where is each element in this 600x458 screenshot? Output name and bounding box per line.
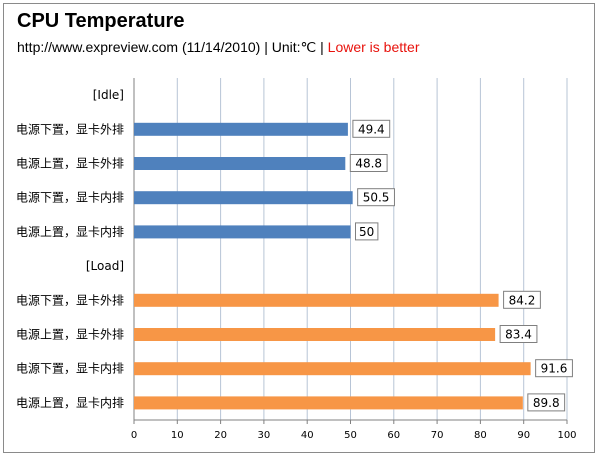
x-tick-label: 100	[557, 430, 576, 441]
x-tick-label: 30	[258, 430, 271, 441]
data-label: 50	[359, 225, 374, 239]
x-tick-label: 90	[517, 430, 530, 441]
group-label: [Idle]	[93, 88, 124, 102]
category-label: 电源上置，显卡外排	[16, 328, 124, 342]
bar	[134, 225, 351, 239]
data-label: 49.4	[358, 122, 385, 136]
data-label: 89.8	[533, 396, 560, 410]
data-label: 83.4	[505, 328, 532, 342]
category-label: 电源上置，显卡外排	[16, 157, 124, 171]
data-label-box	[355, 222, 379, 241]
x-tick-label: 50	[344, 430, 357, 441]
data-label: 84.2	[509, 293, 536, 307]
category-label: 电源下置，显卡内排	[16, 362, 124, 376]
data-label-box	[357, 188, 395, 207]
data-label-box	[349, 154, 388, 172]
bar	[134, 157, 346, 170]
data-label: 50.5	[363, 191, 390, 205]
category-label: 电源上置，显卡内排	[16, 225, 124, 239]
x-tick-label: 80	[474, 430, 487, 441]
data-label-box	[499, 325, 538, 343]
bar	[134, 396, 523, 410]
data-label: 91.6	[541, 362, 568, 376]
x-tick-label: 60	[387, 430, 400, 441]
x-tick-label: 20	[214, 430, 227, 441]
chart-title: CPU Temperature	[17, 10, 185, 32]
bar	[134, 328, 496, 341]
data-label: 48.8	[355, 157, 382, 171]
chart-subtitle: http://www.expreview.com (11/14/2010) | …	[17, 39, 419, 56]
category-label: 电源下置，显卡外排	[16, 122, 124, 136]
x-tick-label: 70	[431, 430, 444, 441]
subtitle-source: http://www.expreview.com (11/14/2010) | …	[17, 39, 324, 55]
subtitle-note: Lower is better	[327, 39, 420, 55]
data-label-box	[503, 290, 541, 309]
category-label: 电源下置，显卡内排	[16, 191, 124, 205]
data-label-box	[352, 119, 391, 138]
bar	[134, 293, 499, 307]
data-label-box	[527, 393, 566, 412]
category-label: 电源下置，显卡外排	[16, 293, 124, 307]
data-label-box	[535, 359, 573, 378]
category-label: 电源上置，显卡内排	[16, 396, 124, 410]
bar	[134, 122, 348, 136]
bar	[134, 191, 353, 205]
x-tick-label: 10	[171, 430, 184, 441]
x-tick-label: 0	[131, 430, 137, 441]
group-label: [Load]	[86, 259, 124, 273]
bar	[134, 362, 531, 376]
x-tick-label: 40	[301, 430, 314, 441]
